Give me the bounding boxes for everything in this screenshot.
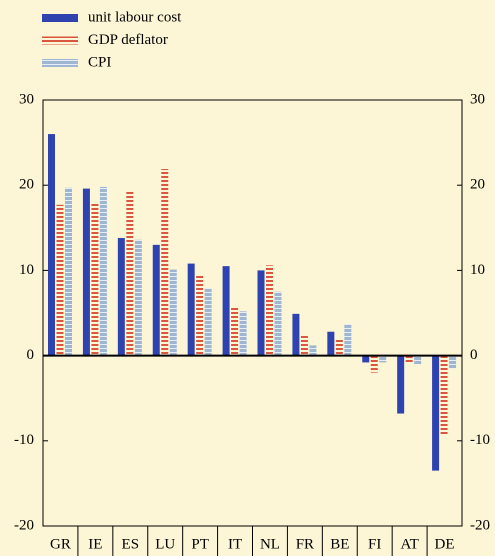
y-tick-label: 30 <box>19 91 34 107</box>
x-tick-label: FR <box>296 536 314 552</box>
bar <box>370 355 378 373</box>
x-tick-label: IE <box>88 536 102 552</box>
bar <box>152 244 160 356</box>
y-tick-label: -10 <box>14 432 34 448</box>
bar <box>397 355 405 414</box>
bar <box>239 311 247 356</box>
y2-tick-label: -20 <box>470 517 490 533</box>
bar <box>204 288 212 356</box>
x-tick-label: NL <box>260 536 280 552</box>
bar <box>414 355 422 365</box>
x-tick-label: PT <box>191 536 209 552</box>
legend-label: GDP deflator <box>88 32 168 48</box>
bar <box>300 336 308 356</box>
bar <box>292 313 300 356</box>
bar <box>126 191 134 356</box>
x-tick-label: BE <box>330 536 349 552</box>
x-tick-label: LU <box>155 536 175 552</box>
y-tick-label: 20 <box>19 177 34 193</box>
bar <box>405 355 413 363</box>
bar <box>65 187 72 356</box>
y-tick-label: 10 <box>19 262 34 278</box>
bar <box>48 134 55 356</box>
bar <box>379 355 387 363</box>
x-tick-label: ES <box>122 536 140 552</box>
bar <box>117 238 125 356</box>
y2-tick-label: 0 <box>470 347 478 363</box>
bar <box>196 274 204 356</box>
bar <box>309 345 317 356</box>
legend-swatch <box>42 59 78 67</box>
bar <box>344 324 352 356</box>
bar <box>257 270 265 356</box>
bar <box>187 263 195 356</box>
bar <box>222 266 230 356</box>
legend-swatch <box>42 36 78 45</box>
bar <box>274 291 282 356</box>
x-tick-label: GR <box>50 536 71 552</box>
x-tick-label: AT <box>400 536 418 552</box>
legend-swatch <box>42 14 78 22</box>
bar <box>134 239 142 356</box>
bar <box>449 355 457 369</box>
y2-tick-label: 30 <box>470 91 485 107</box>
x-tick-label: FI <box>368 536 381 552</box>
bar <box>56 204 64 356</box>
bar <box>327 331 335 356</box>
bar <box>169 269 177 356</box>
bar <box>82 188 90 356</box>
bar <box>266 265 273 356</box>
bar <box>99 186 107 356</box>
y2-tick-label: -10 <box>470 432 490 448</box>
x-tick-label: IT <box>228 536 242 552</box>
bar <box>362 355 370 363</box>
bar <box>91 202 99 356</box>
bar <box>432 355 440 471</box>
bar <box>335 339 343 356</box>
y2-tick-label: 20 <box>470 177 485 193</box>
y2-tick-label: 10 <box>470 262 485 278</box>
bar <box>161 169 169 356</box>
legend-label: unit labour cost <box>88 9 182 25</box>
bar <box>231 307 239 356</box>
x-tick-label: DE <box>435 536 455 552</box>
y-tick-label: -20 <box>14 517 34 533</box>
bar <box>440 355 448 434</box>
y-tick-label: 0 <box>27 347 35 363</box>
legend-label: CPI <box>88 54 111 70</box>
